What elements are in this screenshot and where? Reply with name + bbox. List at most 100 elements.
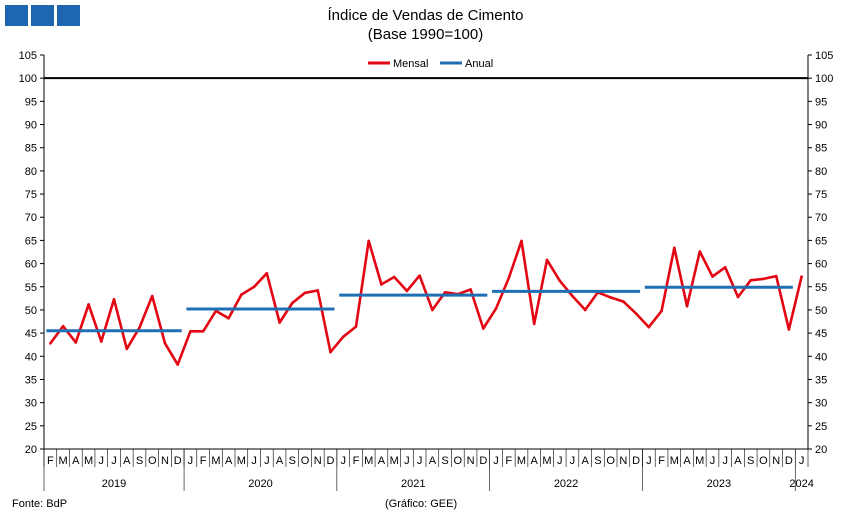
y-tick-label-right: 35	[815, 374, 827, 386]
credit-note: (Gráfico: GEE)	[385, 498, 458, 510]
y-tick-label-left: 65	[25, 235, 37, 247]
data-point-mensal	[532, 322, 536, 326]
x-month-label: A	[531, 455, 539, 467]
x-month-label: D	[785, 455, 793, 467]
y-tick-label-right: 75	[815, 189, 827, 201]
y-tick-label-right: 100	[815, 73, 833, 85]
data-point-mensal	[431, 308, 434, 312]
x-month-label: F	[47, 455, 54, 467]
data-point-mensal	[405, 289, 409, 293]
data-point-mensal	[303, 291, 307, 295]
x-year-label: 2022	[554, 478, 578, 490]
data-point-mensal	[278, 321, 281, 324]
data-point-mensal	[74, 341, 78, 344]
y-tick-label-left: 45	[25, 328, 37, 340]
x-month-label: M	[211, 455, 220, 467]
x-month-label: A	[378, 455, 386, 467]
x-month-label: F	[505, 455, 512, 467]
data-point-mensal	[469, 288, 472, 291]
x-month-label: A	[734, 455, 742, 467]
x-month-label: F	[200, 455, 207, 467]
x-month-label: A	[581, 455, 589, 467]
data-point-mensal	[583, 308, 587, 312]
data-point-mensal	[227, 316, 230, 320]
x-month-label: J	[251, 455, 257, 467]
x-month-label: S	[289, 455, 296, 467]
x-month-label: A	[72, 455, 80, 467]
legend-label-mensal: Mensal	[393, 58, 428, 70]
x-month-label: S	[136, 455, 143, 467]
x-month-label: J	[799, 455, 805, 467]
data-point-mensal	[711, 275, 714, 278]
y-tick-label-right: 30	[815, 398, 827, 410]
x-month-label: J	[557, 455, 563, 467]
y-tick-label-right: 65	[815, 235, 827, 247]
y-tick-label-right: 90	[815, 120, 827, 132]
y-tick-label-left: 35	[25, 374, 37, 386]
data-point-mensal	[443, 291, 447, 294]
source-note: Fonte: BdP	[12, 498, 68, 510]
data-point-mensal	[609, 296, 612, 299]
data-point-mensal	[367, 239, 371, 243]
data-point-mensal	[749, 278, 752, 282]
x-month-label: N	[467, 455, 475, 467]
data-point-mensal	[418, 274, 421, 277]
x-month-label: J	[404, 455, 410, 467]
x-month-label: M	[542, 455, 551, 467]
x-month-label: O	[301, 455, 310, 467]
data-point-mensal	[685, 304, 689, 308]
data-point-mensal	[634, 312, 638, 315]
y-tick-label-left: 80	[25, 166, 37, 178]
y-tick-label-left: 40	[25, 351, 37, 363]
y-tick-label-left: 70	[25, 212, 37, 224]
data-point-mensal	[647, 325, 651, 329]
y-tick-label-right: 105	[815, 50, 833, 62]
data-point-mensal	[100, 340, 103, 343]
y-tick-label-right: 40	[815, 351, 827, 363]
x-month-label: M	[695, 455, 704, 467]
logo-square	[57, 5, 80, 26]
brand-logo	[5, 5, 80, 26]
x-month-label: D	[632, 455, 640, 467]
x-month-label: S	[441, 455, 448, 467]
y-tick-label-left: 20	[25, 444, 37, 456]
x-month-label: O	[606, 455, 615, 467]
x-month-label: M	[364, 455, 373, 467]
data-point-mensal	[150, 294, 154, 298]
data-point-mensal	[163, 342, 167, 345]
x-month-label: J	[646, 455, 652, 467]
data-point-mensal	[660, 309, 663, 313]
logo-square	[31, 5, 54, 26]
x-month-label: A	[225, 455, 233, 467]
data-point-mensal	[240, 293, 243, 296]
y-tick-label-right: 95	[815, 96, 827, 108]
x-month-label: O	[759, 455, 768, 467]
y-tick-label-left: 75	[25, 189, 37, 201]
data-point-mensal	[723, 265, 727, 269]
y-tick-label-left: 55	[25, 282, 37, 294]
x-year-label: 2023	[707, 478, 731, 490]
data-point-mensal	[545, 258, 549, 262]
data-point-mensal	[507, 276, 511, 280]
x-month-label: N	[161, 455, 169, 467]
x-year-label: 2024	[789, 478, 813, 490]
x-month-label: F	[353, 455, 360, 467]
y-tick-label-left: 50	[25, 305, 37, 317]
x-month-label: M	[59, 455, 68, 467]
y-tick-label-right: 55	[815, 282, 827, 294]
data-point-mensal	[622, 300, 625, 303]
x-month-label: J	[99, 455, 105, 467]
x-month-label: M	[237, 455, 246, 467]
x-month-label: N	[619, 455, 627, 467]
data-point-mensal	[61, 324, 65, 328]
x-month-label: A	[429, 455, 437, 467]
x-month-label: S	[747, 455, 754, 467]
data-point-mensal	[673, 246, 676, 250]
x-month-label: D	[327, 455, 335, 467]
y-tick-label-right: 45	[815, 328, 827, 340]
x-month-label: J	[722, 455, 728, 467]
chart-title: Índice de Vendas de Cimento	[327, 7, 524, 24]
legend: Mensal Anual	[368, 58, 493, 70]
